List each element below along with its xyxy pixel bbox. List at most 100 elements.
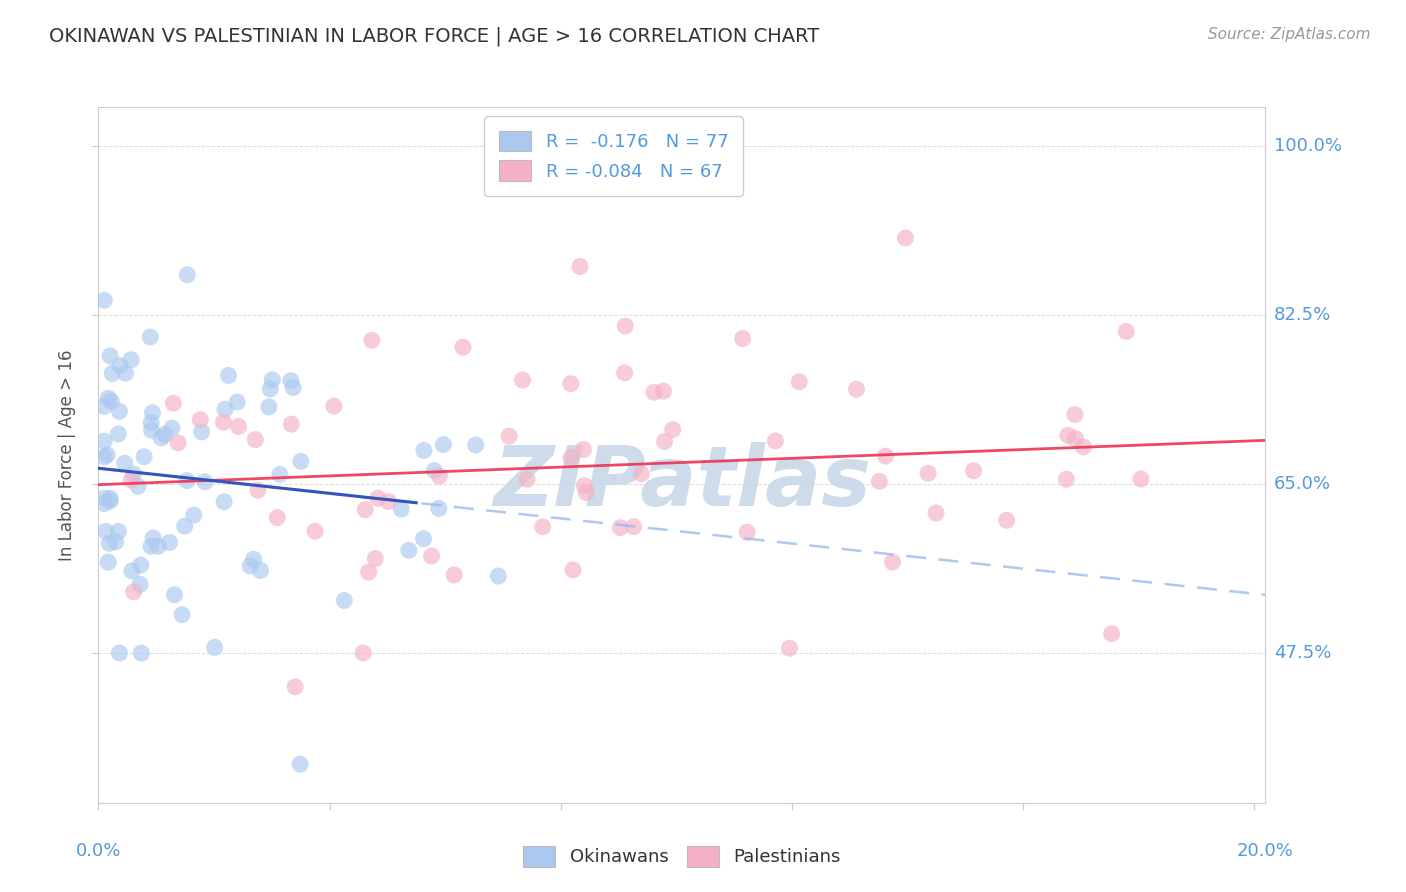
Point	[427, 469, 450, 483]
Point	[96, 448, 118, 462]
Point	[97, 391, 120, 405]
Point	[412, 443, 434, 458]
Point	[159, 535, 181, 549]
Point	[420, 549, 443, 563]
Point	[259, 382, 281, 396]
Text: 100.0%: 100.0%	[1274, 136, 1341, 154]
Point	[389, 502, 412, 516]
Point	[141, 423, 163, 437]
Point	[104, 534, 127, 549]
Point	[280, 417, 302, 431]
Point	[176, 268, 198, 282]
Point	[284, 680, 307, 694]
Point	[120, 352, 142, 367]
Point	[464, 438, 486, 452]
Point	[188, 412, 211, 426]
Point	[246, 483, 269, 498]
Point	[1101, 626, 1123, 640]
Point	[162, 396, 184, 410]
Point	[122, 584, 145, 599]
Point	[787, 375, 810, 389]
Point	[98, 494, 121, 508]
Point	[568, 260, 591, 274]
Point	[661, 423, 683, 437]
Text: 47.5%: 47.5%	[1274, 644, 1331, 662]
Point	[176, 474, 198, 488]
Point	[129, 577, 152, 591]
Point	[242, 552, 264, 566]
Point	[290, 454, 312, 468]
Point	[575, 485, 598, 500]
Text: 65.0%: 65.0%	[1274, 475, 1330, 493]
Point	[364, 551, 387, 566]
Point	[443, 567, 465, 582]
Point	[280, 374, 302, 388]
Point	[167, 435, 190, 450]
Point	[845, 382, 868, 396]
Point	[98, 491, 121, 506]
Point	[427, 501, 450, 516]
Text: 0.0%: 0.0%	[76, 842, 121, 860]
Point	[93, 491, 115, 506]
Point	[451, 340, 474, 354]
Point	[266, 510, 288, 524]
Point	[652, 384, 675, 399]
Point	[146, 539, 169, 553]
Point	[257, 400, 280, 414]
Point	[245, 433, 267, 447]
Point	[269, 467, 291, 482]
Point	[779, 641, 801, 656]
Point	[562, 563, 585, 577]
Point	[1064, 432, 1087, 446]
Point	[100, 394, 122, 409]
Point	[917, 467, 939, 481]
Text: OKINAWAN VS PALESTINIAN IN LABOR FORCE | AGE > 16 CORRELATION CHART: OKINAWAN VS PALESTINIAN IN LABOR FORCE |…	[49, 27, 820, 46]
Point	[1057, 428, 1080, 442]
Point	[183, 508, 205, 522]
Point	[129, 558, 152, 573]
Text: 82.5%: 82.5%	[1274, 306, 1331, 324]
Point	[512, 373, 534, 387]
Point	[120, 473, 142, 487]
Point	[150, 431, 173, 445]
Point	[962, 464, 984, 478]
Point	[367, 491, 389, 506]
Point	[304, 524, 326, 539]
Point	[357, 566, 380, 580]
Text: ZIPatlas: ZIPatlas	[494, 442, 870, 524]
Point	[377, 494, 399, 508]
Point	[281, 380, 304, 394]
Point	[101, 367, 124, 381]
Point	[204, 640, 226, 655]
Point	[1073, 440, 1095, 454]
Point	[107, 427, 129, 442]
Point	[139, 539, 162, 553]
Point	[173, 519, 195, 533]
Point	[93, 450, 115, 464]
Y-axis label: In Labor Force | Age > 16: In Labor Force | Age > 16	[58, 349, 76, 561]
Point	[228, 419, 250, 434]
Point	[398, 543, 420, 558]
Point	[107, 524, 129, 539]
Point	[630, 467, 652, 481]
Point	[108, 404, 131, 418]
Point	[360, 334, 382, 348]
Point	[108, 359, 131, 373]
Point	[290, 757, 312, 772]
Point	[194, 475, 217, 489]
Point	[498, 429, 520, 443]
Point	[262, 373, 284, 387]
Point	[875, 449, 897, 463]
Point	[560, 450, 582, 465]
Point	[134, 450, 156, 464]
Point	[153, 427, 176, 442]
Point	[574, 478, 596, 492]
Point	[868, 475, 890, 489]
Point	[212, 415, 235, 429]
Point	[516, 472, 538, 486]
Text: 20.0%: 20.0%	[1237, 842, 1294, 860]
Point	[643, 385, 665, 400]
Point	[93, 434, 115, 449]
Point	[560, 376, 582, 391]
Point	[121, 564, 143, 578]
